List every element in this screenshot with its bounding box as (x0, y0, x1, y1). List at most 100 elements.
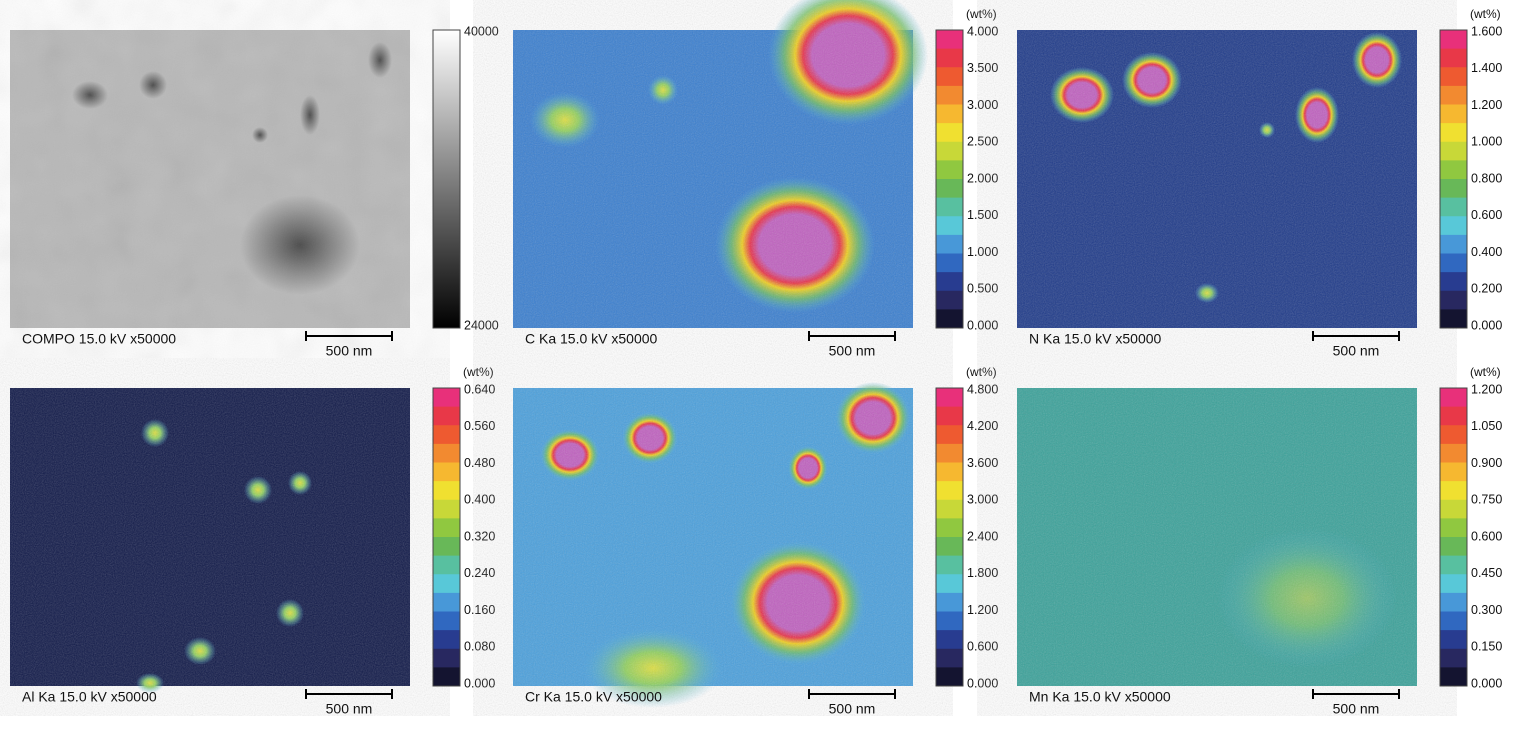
colorbar-segment (433, 481, 460, 501)
colorbar-segment (936, 462, 963, 482)
colorbar-segment (1440, 197, 1467, 217)
colorbar-frame (935, 29, 964, 329)
colorbar-segment (936, 85, 963, 105)
colorbar-segment (1440, 141, 1467, 161)
colorbar-segment (936, 592, 963, 612)
colorbar-segment (433, 425, 460, 445)
colorbar-segment (1440, 406, 1467, 426)
colorbar-tick-label: 0.000 (1471, 676, 1502, 690)
colorbar-tick-label: 1.000 (1471, 135, 1502, 149)
colorbar-segment (1440, 555, 1467, 575)
colorbar-tick-label: 0.400 (1471, 245, 1502, 259)
colorbar-tick-label: 4.000 (967, 24, 998, 38)
colorbar-tick-label: 0.000 (967, 676, 998, 690)
colorbar-segment (936, 290, 963, 310)
colorbar-segment (1440, 537, 1467, 557)
colorbar-segment (433, 611, 460, 631)
colorbar-segment (1440, 104, 1467, 124)
colorbar-tick-label: 24000 (464, 318, 499, 332)
colorbar-segment (1440, 667, 1467, 687)
colorbar-segment (1440, 179, 1467, 199)
unit-label: (wt%) (966, 7, 997, 21)
colorbar-tick-label: 1.500 (967, 208, 998, 222)
colorbar-tick-label: 0.750 (1471, 493, 1502, 507)
colorbar-segment (936, 630, 963, 650)
colorbar-tick-label: 0.000 (1471, 318, 1502, 332)
colorbar-segment (936, 611, 963, 631)
colorbar-tick-label: 1.200 (1471, 382, 1502, 396)
colorbar-tick-label: 0.600 (1471, 529, 1502, 543)
colorbar-segment (936, 537, 963, 557)
colorbar-tick-label: 1.200 (967, 603, 998, 617)
colorbar-tick-label: 0.480 (464, 456, 495, 470)
map-label: Mn Ka 15.0 kV x50000 (1029, 689, 1171, 705)
colorbar-segment (936, 216, 963, 236)
colorbar-tick-label: 0.400 (464, 493, 495, 507)
colorbar-segment (433, 518, 460, 538)
colorbar-segment (433, 592, 460, 612)
colorbar-segment (936, 388, 963, 408)
colorbar-segment (433, 630, 460, 650)
colorbar-tick-label: 0.000 (464, 676, 495, 690)
colorbar-tick-label: 0.450 (1471, 566, 1502, 580)
colorbar-segment (936, 574, 963, 594)
colorbar-segment (1440, 425, 1467, 445)
noise (1017, 30, 1417, 328)
colorbar-tick-label: 2.500 (967, 135, 998, 149)
colorbar-segment (433, 443, 460, 463)
colorbar-segment (936, 272, 963, 292)
colorbar-tick-label: 3.600 (967, 456, 998, 470)
colorbar-segment (1440, 462, 1467, 482)
colorbar-tick-label: 0.000 (967, 318, 998, 332)
colorbar-tick-label: 0.160 (464, 603, 495, 617)
colorbar-tick-label: 0.600 (1471, 208, 1502, 222)
scale-label: 500 nm (326, 343, 373, 359)
colorbar-tick-label: 1.600 (1471, 24, 1502, 38)
colorbar-tick-label: 0.800 (1471, 171, 1502, 185)
map-label: C Ka 15.0 kV x50000 (525, 331, 658, 347)
colorbar-segment (1440, 272, 1467, 292)
colorbar-tick-label: 0.500 (967, 282, 998, 296)
colorbar-tick-label: 4.800 (967, 382, 998, 396)
colorbar-frame (935, 387, 964, 687)
colorbar-tick-label: 0.150 (1471, 640, 1502, 654)
colorbar-tick-label: 0.080 (464, 640, 495, 654)
colorbar-segment (936, 141, 963, 161)
colorbar-frame (1439, 29, 1468, 329)
scale-label: 500 nm (829, 343, 876, 359)
colorbar-segment (936, 648, 963, 668)
colorbar-segment (936, 667, 963, 687)
unit-label: (wt%) (1470, 365, 1501, 379)
colorbar-segment (1440, 290, 1467, 310)
map-label: Al Ka 15.0 kV x50000 (22, 689, 157, 705)
colorbar-segment (1440, 253, 1467, 273)
colorbar-segment (1440, 592, 1467, 612)
colorbar-tick-label: 1.400 (1471, 61, 1502, 75)
colorbar-tick-label: 2.400 (967, 529, 998, 543)
unit-label: (wt%) (966, 365, 997, 379)
map-label: N Ka 15.0 kV x50000 (1029, 331, 1162, 347)
colorbar-tick-label: 3.000 (967, 493, 998, 507)
colorbar-tick-label: 40000 (464, 24, 499, 38)
colorbar-segment (1440, 309, 1467, 329)
colorbar-segment (1440, 518, 1467, 538)
colorbar-tick-label: 4.200 (967, 419, 998, 433)
colorbar-segment (1440, 67, 1467, 87)
colorbar-segment (936, 197, 963, 217)
colorbar-segment (1440, 388, 1467, 408)
colorbar-tick-label: 1.000 (967, 245, 998, 259)
colorbar-segment (1440, 574, 1467, 594)
colorbar-segment (433, 667, 460, 687)
colorbar-segment (1440, 611, 1467, 631)
colorbar-segment (1440, 216, 1467, 236)
colorbar-segment (936, 481, 963, 501)
colorbar-segment (1440, 499, 1467, 519)
colorbar-segment (1440, 481, 1467, 501)
colorbar-segment (936, 443, 963, 463)
unit-label: (wt%) (1470, 7, 1501, 21)
noise (1017, 388, 1417, 686)
noise (513, 388, 913, 686)
colorbar-tick-label: 0.200 (1471, 282, 1502, 296)
colorbar-tick-label: 0.240 (464, 566, 495, 580)
